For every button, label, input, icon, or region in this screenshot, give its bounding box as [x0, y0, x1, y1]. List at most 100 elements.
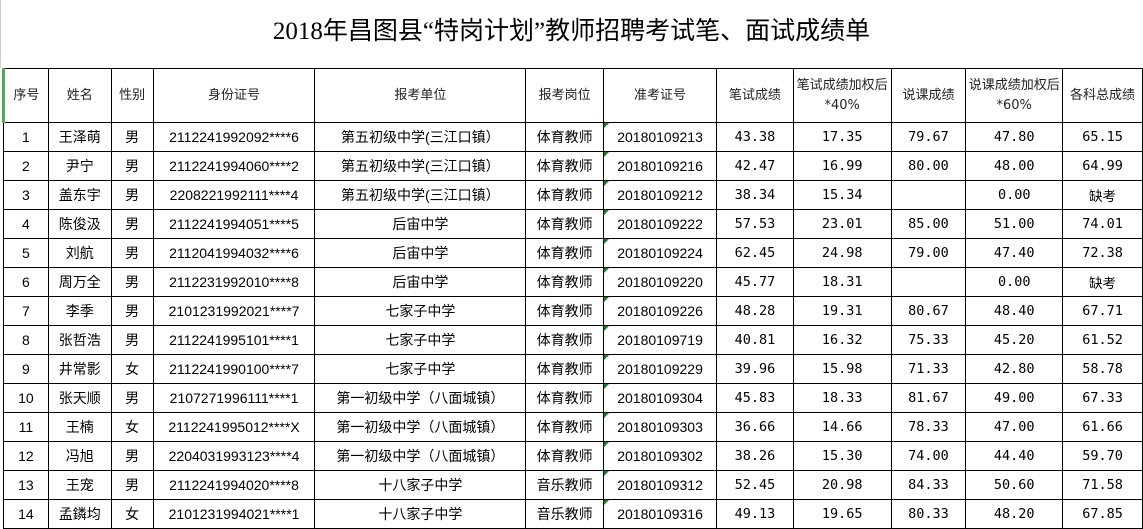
cell-lecture-score[interactable]: 85.00	[890, 209, 967, 239]
cell-seq[interactable]: 13	[3, 470, 49, 500]
cell-gender[interactable]: 男	[110, 209, 154, 239]
cell-ticket-number[interactable]: 20180109304	[603, 383, 717, 413]
cell-total-score[interactable]: 71.58	[1062, 470, 1143, 500]
cell-position[interactable]: 体育教师	[525, 354, 605, 384]
cell-school[interactable]: 后宙中学	[314, 238, 527, 268]
cell-id-number[interactable]: 2112241990100****7	[152, 354, 316, 384]
cell-position[interactable]: 体育教师	[525, 412, 605, 442]
cell-school[interactable]: 第五初级中学(三江口镇）	[314, 151, 527, 181]
cell-lecture-weighted[interactable]: 42.80	[965, 354, 1064, 384]
cell-name[interactable]: 孟鏻均	[47, 499, 112, 529]
cell-seq[interactable]: 7	[3, 296, 49, 326]
cell-gender[interactable]: 女	[110, 354, 154, 384]
cell-lecture-weighted[interactable]: 0.00	[965, 180, 1064, 210]
cell-seq[interactable]: 10	[3, 383, 49, 413]
cell-written-weighted[interactable]: 16.32	[792, 325, 892, 355]
cell-gender[interactable]: 女	[110, 412, 154, 442]
cell-ticket-number[interactable]: 20180109216	[603, 151, 717, 181]
cell-written-score[interactable]: 38.34	[715, 180, 794, 210]
cell-written-score[interactable]: 57.53	[715, 209, 794, 239]
cell-ticket-number[interactable]: 20180109229	[603, 354, 717, 384]
column-header-lecture-score[interactable]: 说课成绩	[890, 68, 967, 123]
cell-total-score[interactable]: 缺考	[1062, 267, 1143, 297]
cell-position[interactable]: 体育教师	[525, 383, 605, 413]
cell-seq[interactable]: 2	[3, 151, 49, 181]
cell-seq[interactable]: 14	[3, 499, 49, 529]
cell-lecture-weighted[interactable]: 50.60	[965, 470, 1064, 500]
cell-name[interactable]: 张哲浩	[47, 325, 112, 355]
cell-id-number[interactable]: 2112241994020****8	[152, 470, 316, 500]
cell-written-weighted[interactable]: 19.31	[792, 296, 892, 326]
cell-ticket-number[interactable]: 20180109220	[603, 267, 717, 297]
cell-lecture-score[interactable]: 80.67	[890, 296, 967, 326]
cell-lecture-score[interactable]	[890, 180, 967, 210]
cell-name[interactable]: 李季	[47, 296, 112, 326]
cell-written-score[interactable]: 38.26	[715, 441, 794, 471]
cell-name[interactable]: 王楠	[47, 412, 112, 442]
cell-lecture-weighted[interactable]: 45.20	[965, 325, 1064, 355]
cell-written-weighted[interactable]: 19.65	[792, 499, 892, 529]
cell-id-number[interactable]: 2112241994060****2	[152, 151, 316, 181]
cell-name[interactable]: 陈俊汲	[47, 209, 112, 239]
cell-id-number[interactable]: 2107271996111****1	[152, 383, 316, 413]
cell-school[interactable]: 后宙中学	[314, 209, 527, 239]
cell-name[interactable]: 盖东宇	[47, 180, 112, 210]
cell-gender[interactable]: 男	[110, 470, 154, 500]
cell-written-score[interactable]: 43.38	[715, 122, 794, 152]
cell-position[interactable]: 体育教师	[525, 296, 605, 326]
cell-gender[interactable]: 男	[110, 238, 154, 268]
cell-id-number[interactable]: 2112241995101****1	[152, 325, 316, 355]
cell-position[interactable]: 体育教师	[525, 325, 605, 355]
cell-ticket-number[interactable]: 20180109316	[603, 499, 717, 529]
cell-lecture-weighted[interactable]: 48.00	[965, 151, 1064, 181]
cell-id-number[interactable]: 2112241995012****X	[152, 412, 316, 442]
cell-lecture-score[interactable]: 79.67	[890, 122, 967, 152]
column-header-written-weighted[interactable]: 笔试成绩加权后*40%	[792, 68, 892, 123]
cell-gender[interactable]: 男	[110, 180, 154, 210]
column-header-gender[interactable]: 性别	[110, 68, 154, 123]
cell-total-score[interactable]: 61.66	[1062, 412, 1143, 442]
column-header-position[interactable]: 报考岗位	[525, 68, 605, 123]
cell-written-weighted[interactable]: 16.99	[792, 151, 892, 181]
cell-seq[interactable]: 8	[3, 325, 49, 355]
cell-lecture-score[interactable]	[890, 267, 967, 297]
column-header-id-number[interactable]: 身份证号	[152, 68, 316, 123]
cell-position[interactable]: 音乐教师	[525, 470, 605, 500]
cell-written-score[interactable]: 42.47	[715, 151, 794, 181]
cell-total-score[interactable]: 64.99	[1062, 151, 1143, 181]
cell-position[interactable]: 体育教师	[525, 238, 605, 268]
cell-id-number[interactable]: 2112241994051****5	[152, 209, 316, 239]
cell-total-score[interactable]: 缺考	[1062, 180, 1143, 210]
column-header-ticket-number[interactable]: 准考证号	[603, 68, 717, 123]
cell-lecture-score[interactable]: 79.00	[890, 238, 967, 268]
cell-written-score[interactable]: 36.66	[715, 412, 794, 442]
cell-ticket-number[interactable]: 20180109224	[603, 238, 717, 268]
cell-name[interactable]: 张天顺	[47, 383, 112, 413]
cell-written-weighted[interactable]: 18.31	[792, 267, 892, 297]
column-header-seq[interactable]: 序号	[2, 68, 49, 123]
cell-ticket-number[interactable]: 20180109302	[603, 441, 717, 471]
cell-written-score[interactable]: 48.28	[715, 296, 794, 326]
column-header-name[interactable]: 姓名	[47, 68, 112, 123]
cell-name[interactable]: 井常影	[47, 354, 112, 384]
cell-written-weighted[interactable]: 14.66	[792, 412, 892, 442]
cell-total-score[interactable]: 67.71	[1062, 296, 1143, 326]
column-header-written-score[interactable]: 笔试成绩	[715, 68, 794, 123]
cell-total-score[interactable]: 61.52	[1062, 325, 1143, 355]
cell-written-score[interactable]: 49.13	[715, 499, 794, 529]
cell-ticket-number[interactable]: 20180109222	[603, 209, 717, 239]
cell-lecture-weighted[interactable]: 51.00	[965, 209, 1064, 239]
cell-written-weighted[interactable]: 20.98	[792, 470, 892, 500]
cell-school[interactable]: 七家子中学	[314, 296, 527, 326]
cell-lecture-weighted[interactable]: 47.00	[965, 412, 1064, 442]
cell-ticket-number[interactable]: 20180109719	[603, 325, 717, 355]
cell-school[interactable]: 第一初级中学（八面城镇）	[314, 412, 527, 442]
cell-seq[interactable]: 11	[3, 412, 49, 442]
column-header-total-score[interactable]: 各科总成绩	[1062, 68, 1143, 123]
cell-name[interactable]: 王宠	[47, 470, 112, 500]
cell-id-number[interactable]: 2112241992092****6	[152, 122, 316, 152]
cell-school[interactable]: 第五初级中学(三江口镇）	[314, 180, 527, 210]
cell-school[interactable]: 十八家子中学	[314, 470, 527, 500]
cell-written-weighted[interactable]: 24.98	[792, 238, 892, 268]
cell-seq[interactable]: 12	[3, 441, 49, 471]
